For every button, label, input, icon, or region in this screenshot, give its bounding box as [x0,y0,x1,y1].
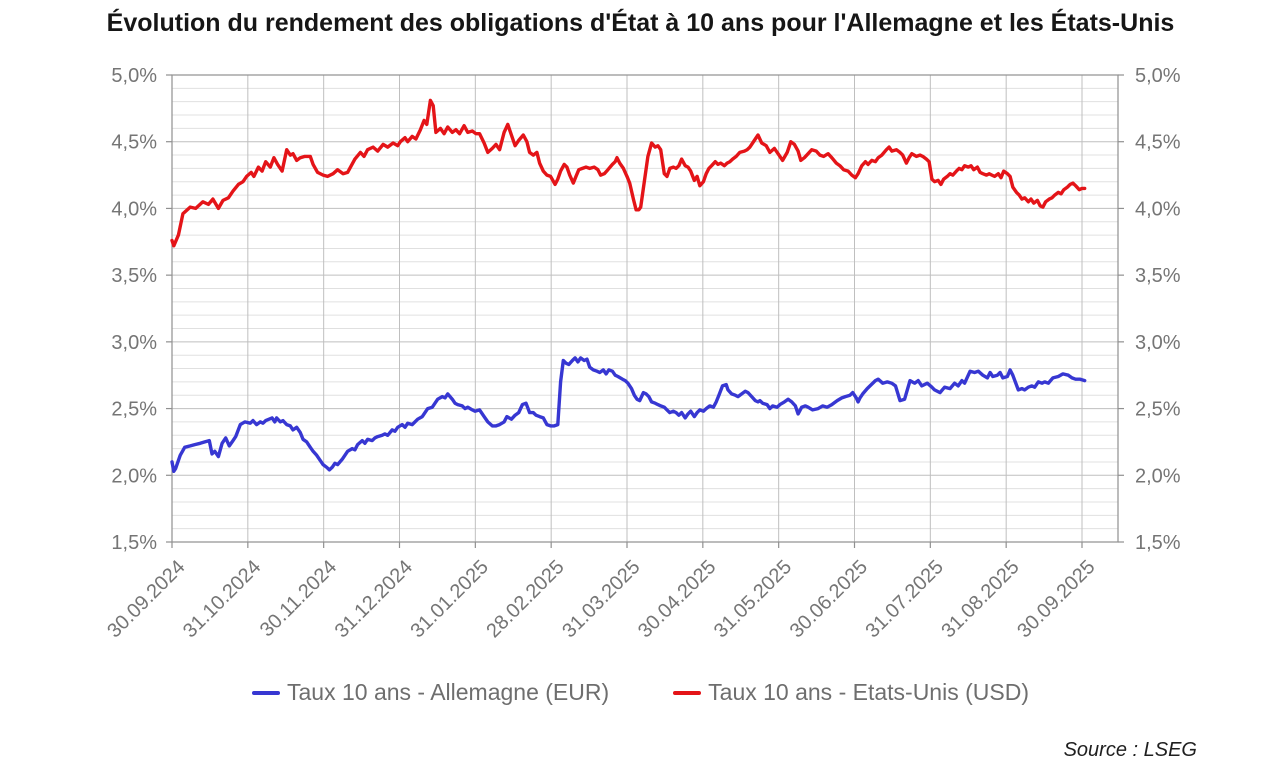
x-axis-label: 31.07.2025 [862,556,948,642]
y-axis-label-right: 4,5% [1135,132,1181,154]
x-axis-label: 30.06.2025 [786,556,872,642]
y-axis-label-right: 2,0% [1135,465,1181,487]
source-note: Source : LSEG [1063,739,1197,761]
y-axis-label-left: 5,0% [111,65,157,87]
x-axis-label: 30.04.2025 [634,556,720,642]
legend-swatch-germany-icon [252,690,280,695]
y-axis-label-right: 4,0% [1135,198,1181,220]
x-axis-label: 31.08.2025 [937,556,1023,642]
x-axis-label: 30.09.2025 [1013,556,1099,642]
plot-border [171,74,1119,543]
y-axis-label-left: 3,0% [111,332,157,354]
legend-label-germany: Taux 10 ans - Allemagne (EUR) [287,679,610,705]
y-axis-label-left: 2,5% [111,399,157,421]
x-axis-label: 31.10.2024 [179,556,265,642]
series-line-germany [170,356,1087,473]
y-axis-label-left: 2,0% [111,465,157,487]
y-axis-label-right: 2,5% [1135,399,1181,421]
y-axis-label-left: 4,0% [111,198,157,220]
x-axis-label: 31.12.2024 [331,556,417,642]
x-axis-label: 28.02.2025 [482,556,568,642]
y-axis-label-left: 1,5% [111,532,157,554]
legend-item-us: Taux 10 ans - Etats-Unis (USD) [673,679,1029,706]
x-axis-label: 31.03.2025 [558,556,644,642]
chart-title: Évolution du rendement des obligations d… [106,9,1175,37]
legend-item-germany: Taux 10 ans - Allemagne (EUR) [252,679,609,706]
y-axis-label-right: 1,5% [1135,532,1181,554]
y-axis-label-left: 4,5% [111,132,157,154]
legend-label-us: Taux 10 ans - Etats-Unis (USD) [708,679,1029,705]
y-axis-label-left: 3,5% [111,265,157,287]
x-axis-label: 30.09.2024 [103,556,189,642]
series-line-us [170,98,1087,248]
legend-swatch-us-icon [673,690,702,695]
x-axis-label: 31.01.2025 [407,556,493,642]
x-axis-label: 30.11.2024 [256,556,341,641]
y-axis-label-right: 3,0% [1135,332,1181,354]
chart-legend: Taux 10 ans - Allemagne (EUR) Taux 10 an… [0,679,1281,706]
y-axis-label-right: 5,0% [1135,65,1181,87]
x-axis-label: 31.05.2025 [710,556,796,642]
y-axis-label-right: 3,5% [1135,265,1181,287]
